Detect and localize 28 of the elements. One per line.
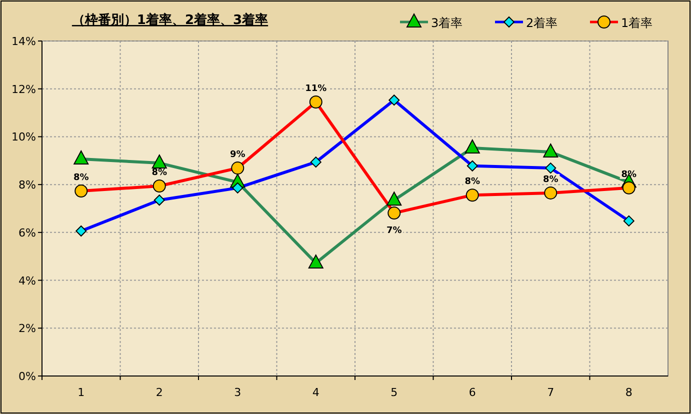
yticks[4]: 8% (18, 178, 36, 192)
yticks[0]: 0% (18, 370, 36, 383)
x-tick-label: 5 (390, 386, 398, 399)
chart-title: （枠番別）1着率、2着率、3着率 (72, 12, 268, 28)
yticks[1]: 2% (18, 322, 36, 336)
data-label: 11% (305, 84, 327, 94)
legend-label: 1着率 (621, 16, 653, 30)
x-tick-label: 1 (78, 386, 85, 399)
data-label: 9% (230, 150, 246, 160)
yticks[2]: 4% (18, 274, 36, 288)
data-label: 8% (621, 170, 637, 180)
x-tick-label: 2 (156, 386, 163, 399)
x-tick-label: 6 (468, 386, 476, 399)
yticks[6]: 12% (12, 82, 36, 96)
yticks[3]: 6% (18, 226, 36, 240)
legend-label: 2着率 (526, 16, 558, 30)
x-tick-label: 4 (312, 386, 320, 399)
data-label: 8% (542, 174, 558, 185)
x-tick-label: 8 (625, 386, 632, 399)
yticks[7]: 14% (12, 35, 36, 48)
data-label: 8% (464, 177, 480, 188)
data-label: 8% (73, 173, 89, 184)
data-label: 8% (152, 168, 168, 178)
x-tick-label: 7 (547, 386, 554, 399)
legend-label: 3着率 (431, 16, 463, 30)
data-label: 7% (386, 226, 402, 236)
x-tick-label: 3 (234, 386, 242, 399)
yticks[5]: 10% (12, 130, 36, 144)
